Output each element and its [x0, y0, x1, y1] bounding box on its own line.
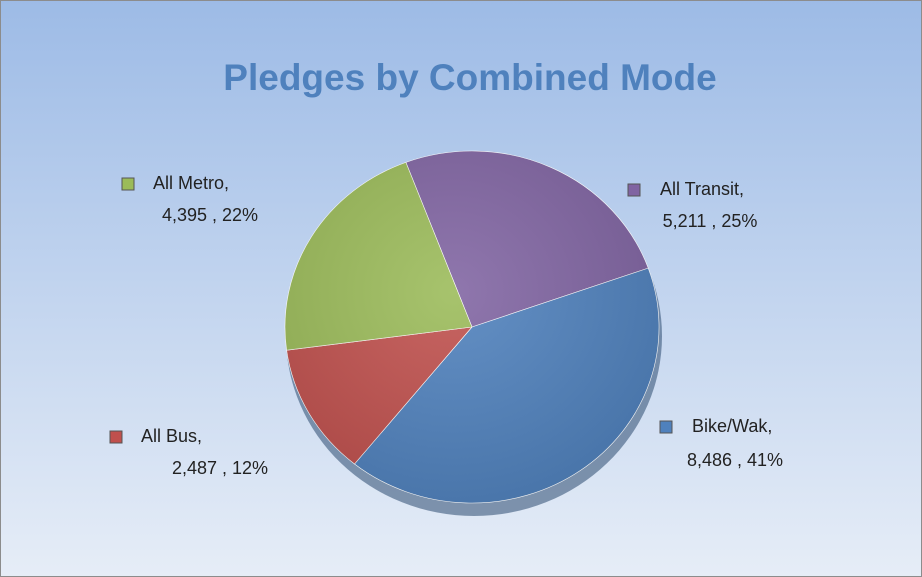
legend-marker [121, 177, 135, 191]
data-label-value: 4,395 , 22% [162, 205, 258, 225]
legend-marker [109, 430, 123, 444]
data-label-category: All Metro, [153, 173, 229, 193]
data-label-value: 5,211 , 25% [663, 211, 758, 231]
data-label-value: 2,487 , 12% [172, 458, 268, 478]
data-label-category: Bike/Wak, [692, 416, 772, 436]
data-label-category: All Bus, [141, 426, 202, 446]
legend-marker [627, 183, 641, 197]
data-label-category: All Transit, [660, 179, 744, 199]
chart-title: Pledges by Combined Mode [223, 57, 716, 98]
legend-marker [659, 420, 673, 434]
data-label-value: 8,486 , 41% [687, 450, 783, 470]
